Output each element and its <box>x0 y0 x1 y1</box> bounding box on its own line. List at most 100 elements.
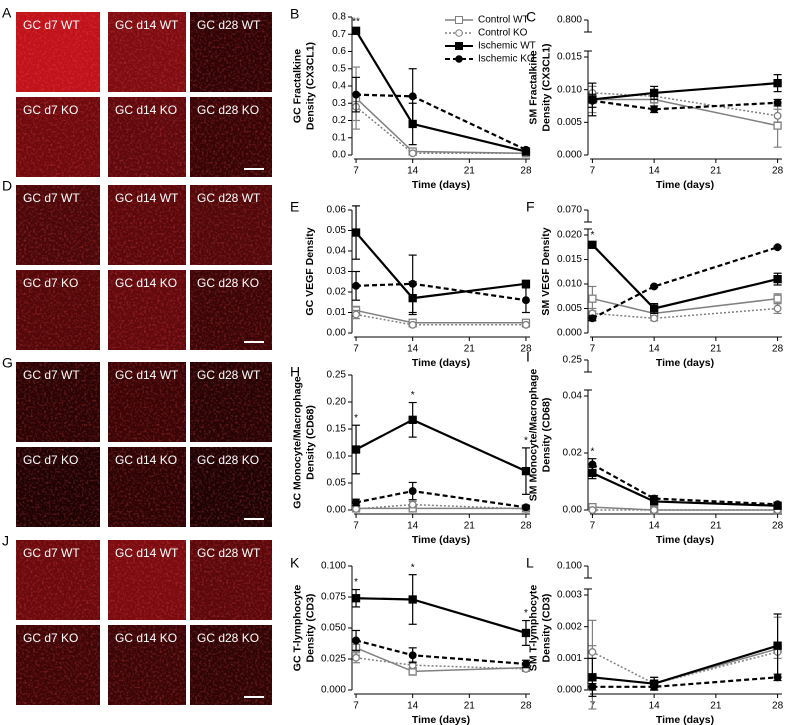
x-tick-label: 21 <box>710 166 722 177</box>
x-tick-label: 28 <box>520 344 532 355</box>
y-tick-label: 0.020 <box>557 230 582 241</box>
y-tick-label: 0.100 <box>321 561 346 572</box>
x-tick-label: 14 <box>407 344 419 355</box>
y-tick-label: 0.070 <box>557 205 582 216</box>
marker <box>650 682 659 691</box>
series-line <box>355 489 527 509</box>
y-tick-label: 0.002 <box>557 621 582 632</box>
marker <box>408 92 417 101</box>
y-tick-label: 0.4 <box>332 81 346 92</box>
y-tick-label: 0.25 <box>327 370 347 381</box>
micrograph-texture <box>108 625 186 705</box>
marker <box>408 487 417 496</box>
significance: * <box>411 390 415 401</box>
tile-label: GC d28 KO <box>197 103 259 117</box>
x-tick-label: 28 <box>520 521 532 532</box>
marker <box>588 506 597 514</box>
x-tick-label: 28 <box>772 701 784 712</box>
marker <box>408 279 417 288</box>
y-tick-label: 0.050 <box>321 623 346 634</box>
y-tick-label: 0.02 <box>327 287 347 298</box>
legend-label: Ischemic KO <box>478 54 535 65</box>
micrograph-texture <box>190 12 272 92</box>
marker <box>351 26 361 35</box>
y-tick-label: 0.3 <box>332 98 346 109</box>
marker <box>522 503 530 512</box>
x-axis-title: Time (days) <box>412 714 470 725</box>
panel-letter: B <box>290 6 299 22</box>
marker <box>521 279 531 288</box>
y-axis-title: Density (CX3CL1) <box>540 43 552 131</box>
y-tick-label: 0.04 <box>563 391 583 402</box>
y-tick-label: 0.8 <box>332 12 346 23</box>
x-tick-label: 7 <box>590 166 596 177</box>
marker <box>588 682 597 691</box>
y-axis-title: Density (CD3) <box>304 594 316 663</box>
y-tick-label: 0.015 <box>557 52 582 63</box>
y-tick-label: 0.015 <box>557 254 582 265</box>
tile-label: GC d28 KO <box>197 453 259 467</box>
marker <box>521 628 531 638</box>
micrograph-texture <box>190 270 272 350</box>
y-tick-label: 0.10 <box>327 451 347 462</box>
marker <box>352 653 360 662</box>
marker <box>351 445 361 454</box>
y-axis-title: Density (CX3CL1) <box>304 42 316 130</box>
marker <box>649 304 659 313</box>
y-tick-label: 0.000 <box>557 328 582 339</box>
y-tick-label: 0.010 <box>557 84 582 95</box>
series-line <box>591 246 778 320</box>
marker <box>408 500 417 509</box>
marker <box>588 460 597 469</box>
micrograph-texture <box>190 447 272 527</box>
micrograph-texture <box>108 97 186 177</box>
x-tick-label: 21 <box>464 166 476 177</box>
y-axis-title: GC Fractalkine <box>291 49 303 123</box>
tile-label: GC d7 WT <box>23 191 80 205</box>
y-tick-label: 0.000 <box>321 685 346 696</box>
x-tick-label: 14 <box>407 701 419 712</box>
x-tick-label: 7 <box>590 344 596 355</box>
x-tick-label: 28 <box>520 166 532 177</box>
marker <box>773 98 782 107</box>
marker <box>588 294 597 303</box>
x-tick-label: 14 <box>407 166 419 177</box>
marker <box>408 595 417 604</box>
marker <box>588 240 597 249</box>
y-tick-label: 0.05 <box>327 225 347 236</box>
marker <box>352 504 360 513</box>
marker <box>650 105 659 114</box>
legend-marker <box>455 55 463 63</box>
y-axis-title: Density (CD68) <box>540 398 552 473</box>
x-tick-label: 21 <box>710 521 722 532</box>
y-tick-label: 0.01 <box>327 307 347 318</box>
marker <box>408 149 417 158</box>
y-axis-title: SM Monocyte/Macrophage <box>527 369 539 502</box>
y-tick-label: 0.20 <box>327 397 347 408</box>
micrograph-texture <box>108 540 186 620</box>
x-axis-title: Time (days) <box>656 714 714 725</box>
x-tick-label: 21 <box>710 344 722 355</box>
x-tick-label: 28 <box>520 701 532 712</box>
tile-label: GC d7 KO <box>23 276 78 290</box>
y-tick-label: 0.25 <box>563 355 583 366</box>
marker <box>521 466 531 476</box>
marker <box>773 294 782 303</box>
y-tick-label: 0.0 <box>332 150 346 161</box>
tile-label: GC d14 WT <box>115 368 179 382</box>
micrograph-texture <box>190 97 272 177</box>
marker <box>650 494 659 503</box>
panel-letter: D <box>2 178 12 194</box>
x-tick-label: 14 <box>649 701 661 712</box>
y-tick-label: 0.001 <box>557 653 582 664</box>
x-axis-title: Time (days) <box>656 179 714 191</box>
tile-label: GC d14 KO <box>115 631 177 645</box>
marker <box>351 594 361 603</box>
series-line <box>355 231 527 300</box>
y-tick-label: 0.15 <box>327 424 347 435</box>
tile-label: GC d7 WT <box>23 546 80 560</box>
x-tick-label: 7 <box>353 701 359 712</box>
panel-letter: F <box>526 199 535 215</box>
y-tick-label: 0.04 <box>327 246 347 257</box>
